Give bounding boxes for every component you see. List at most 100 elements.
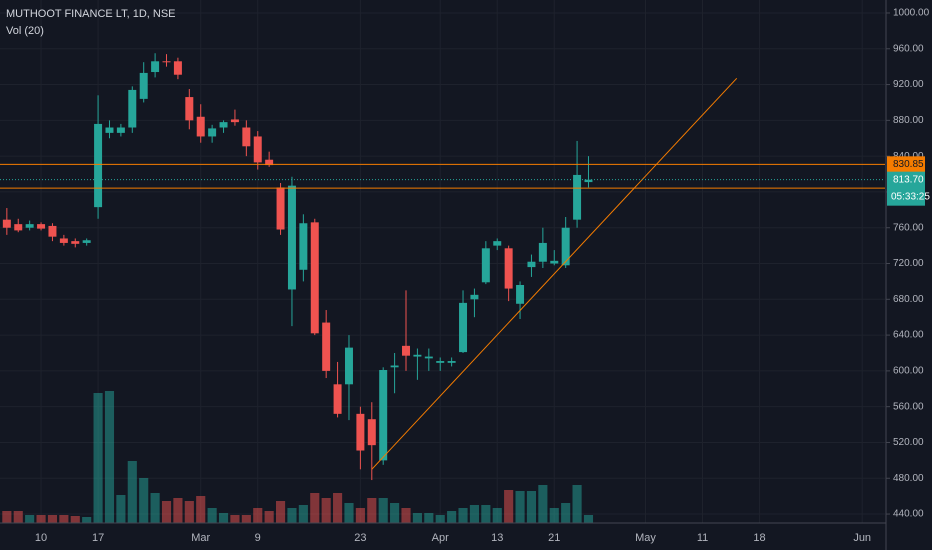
- y-tick-label: 520.00: [893, 437, 924, 448]
- y-tick-label: 960.00: [893, 43, 924, 54]
- candle-body: [230, 119, 239, 123]
- candle-body: [333, 384, 342, 414]
- candle-body: [208, 128, 217, 137]
- y-tick-label: 480.00: [893, 473, 924, 484]
- y-tick-label: 560.00: [893, 401, 924, 412]
- volume-bar: [25, 515, 35, 523]
- volume-bar: [355, 508, 365, 523]
- volume-bar: [13, 511, 23, 523]
- volume-bar: [104, 391, 115, 523]
- level-label-box: [887, 156, 925, 173]
- candle-body: [584, 179, 593, 183]
- x-tick-label: 18: [753, 532, 765, 544]
- candle-body: [14, 224, 23, 231]
- volume-bar: [424, 513, 434, 523]
- x-tick-label: 13: [491, 532, 503, 544]
- x-tick-label: 9: [255, 532, 261, 544]
- volume-bar: [230, 515, 240, 523]
- candle-body: [538, 242, 547, 262]
- volume-bar: [378, 498, 388, 523]
- candle-body: [2, 219, 11, 228]
- volume-bar: [310, 493, 320, 523]
- volume-pane: [2, 391, 594, 523]
- candle-body: [105, 127, 114, 133]
- y-tick-label: 600.00: [893, 366, 924, 377]
- candle-body: [253, 136, 262, 163]
- volume-bar: [127, 461, 137, 523]
- volume-bar: [504, 490, 514, 523]
- candle-body: [48, 225, 57, 237]
- volume-bar: [561, 503, 571, 523]
- candle-body: [459, 302, 468, 353]
- volume-bar: [481, 505, 491, 523]
- candle-body: [413, 354, 422, 357]
- candle-body: [573, 174, 582, 220]
- volume-bar: [150, 493, 160, 523]
- volume-bar: [139, 478, 149, 523]
- volume-bar: [458, 508, 468, 523]
- candle-body: [287, 185, 296, 290]
- volume-bar: [298, 505, 308, 523]
- volume-label: Vol (20): [6, 25, 44, 37]
- candle-body: [219, 122, 228, 128]
- volume-bar: [549, 508, 559, 523]
- chart-title: MUTHOOT FINANCE LT, 1D, NSE: [6, 8, 176, 20]
- drawings: [0, 77, 885, 470]
- candle-body: [527, 261, 536, 268]
- candle-body: [356, 413, 365, 451]
- x-tick-label: Jun: [853, 532, 871, 544]
- volume-bar: [82, 517, 92, 523]
- candle-body: [447, 361, 456, 363]
- volume-bar: [538, 485, 548, 523]
- volume-bar: [333, 493, 343, 523]
- candle-body: [424, 356, 433, 359]
- volume-bar: [515, 491, 525, 523]
- candle-body: [94, 123, 103, 208]
- x-tick-label: 21: [548, 532, 560, 544]
- volume-bar: [36, 515, 46, 523]
- candle-body: [310, 222, 319, 334]
- candle-body: [322, 322, 331, 371]
- candle-body: [299, 223, 308, 270]
- volume-bar: [241, 515, 251, 523]
- y-tick-label: 440.00: [893, 509, 924, 520]
- volume-bar: [287, 508, 297, 523]
- candle-body: [265, 159, 274, 166]
- candle-body: [561, 227, 570, 266]
- candle-body: [196, 116, 205, 137]
- last-price-box: [887, 171, 925, 206]
- x-tick-label: 11: [697, 532, 708, 544]
- y-tick-label: 920.00: [893, 79, 924, 90]
- x-tick-label: 10: [35, 532, 47, 544]
- x-tick-label: Mar: [191, 532, 210, 544]
- volume-bar: [469, 505, 479, 523]
- volume-bar: [390, 503, 400, 523]
- candle-body: [71, 241, 80, 244]
- candle-body: [493, 241, 502, 246]
- volume-bar: [583, 515, 594, 523]
- volume-bar: [184, 501, 194, 523]
- candle-body: [390, 365, 399, 368]
- candle-body: [162, 61, 171, 63]
- y-tick-label: 720.00: [893, 258, 924, 269]
- y-tick-label: 760.00: [893, 222, 924, 233]
- level-label: 830.85: [893, 159, 924, 170]
- countdown: 05:33:25: [891, 191, 930, 202]
- volume-bar: [264, 511, 274, 523]
- candle-body: [139, 72, 148, 99]
- trendline: [371, 77, 738, 470]
- candle-body: [25, 224, 34, 228]
- volume-bar: [275, 501, 286, 523]
- candle-body: [379, 369, 388, 461]
- y-tick-label: 1000.00: [893, 8, 930, 19]
- last-price-label: 813.70: [893, 174, 924, 185]
- volume-bar: [207, 508, 217, 523]
- candle-body: [550, 260, 559, 264]
- candle-body: [173, 61, 182, 75]
- volume-bar: [173, 498, 183, 523]
- volume-bar: [344, 503, 354, 523]
- candle-body: [481, 248, 490, 283]
- candle-body: [402, 345, 410, 356]
- x-tick-label: May: [635, 532, 656, 544]
